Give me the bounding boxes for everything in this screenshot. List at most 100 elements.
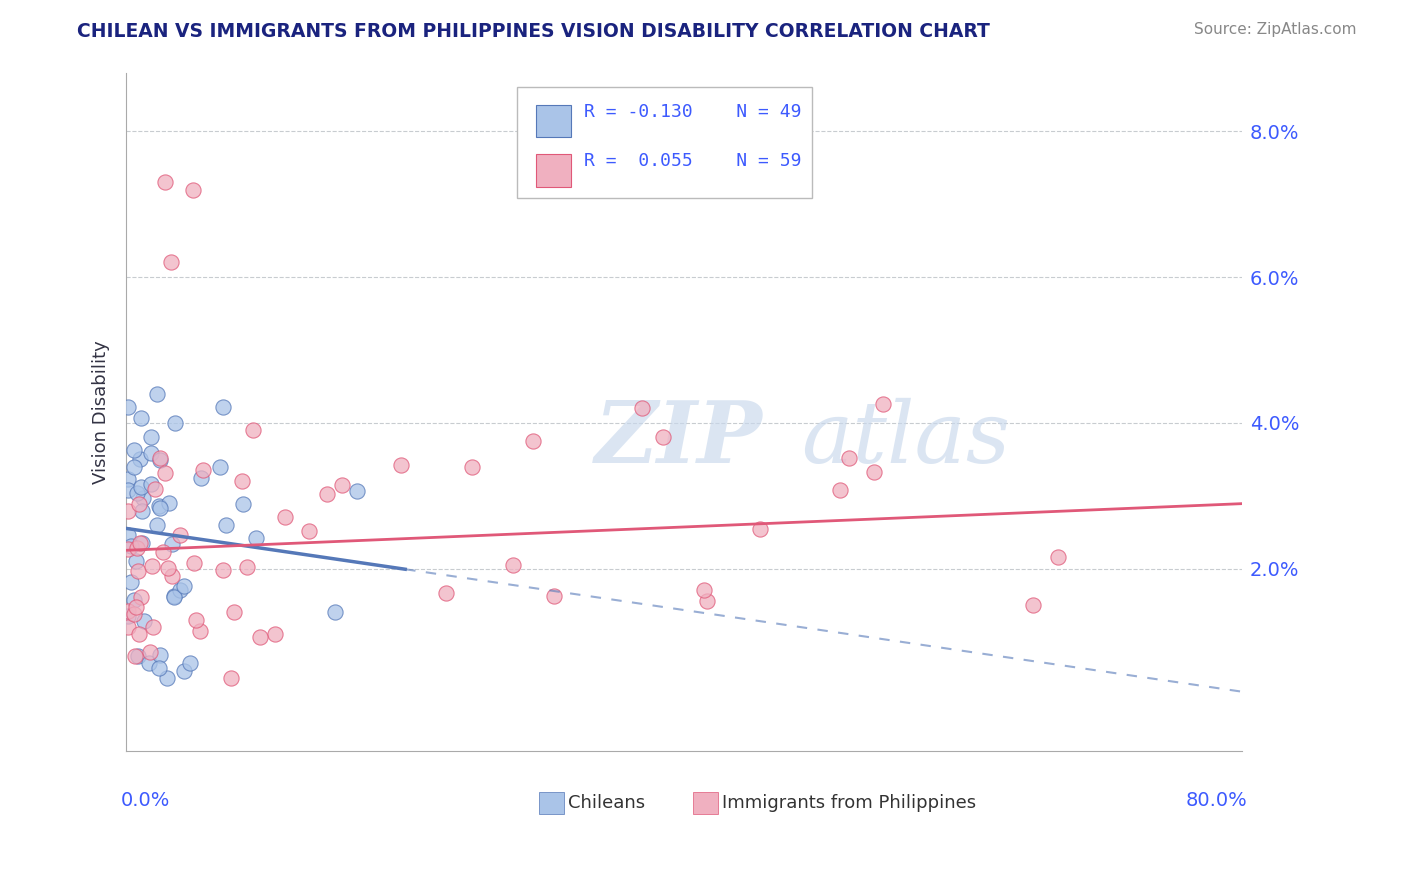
Point <box>1021 598 1043 612</box>
Point <box>160 568 183 582</box>
Point <box>117 542 139 557</box>
Point <box>149 453 172 467</box>
Point <box>129 411 152 425</box>
Point <box>461 460 484 475</box>
Point <box>652 430 675 444</box>
Point <box>173 579 195 593</box>
Point <box>543 589 565 603</box>
Point <box>183 556 205 570</box>
Point <box>153 467 176 481</box>
Point <box>184 613 207 627</box>
Point <box>160 255 183 269</box>
Point <box>148 661 170 675</box>
Point <box>127 565 149 579</box>
Point <box>828 483 851 497</box>
Point <box>863 465 886 479</box>
Bar <box>693 792 717 814</box>
Point <box>190 624 212 638</box>
Point <box>141 477 163 491</box>
Text: 80.0%: 80.0% <box>1185 791 1247 810</box>
FancyBboxPatch shape <box>517 87 813 198</box>
Point <box>124 648 146 663</box>
Point <box>346 484 368 499</box>
Point <box>222 606 245 620</box>
Point <box>141 559 163 574</box>
Text: CHILEAN VS IMMIGRANTS FROM PHILIPPINES VISION DISABILITY CORRELATION CHART: CHILEAN VS IMMIGRANTS FROM PHILIPPINES V… <box>77 22 990 41</box>
Text: ZIP: ZIP <box>595 397 762 481</box>
Point <box>274 510 297 524</box>
Point <box>117 605 139 619</box>
FancyBboxPatch shape <box>536 154 571 186</box>
Point <box>231 474 253 488</box>
Point <box>502 558 524 572</box>
Point <box>156 560 179 574</box>
Point <box>122 607 145 621</box>
Point <box>117 472 139 486</box>
Text: Source: ZipAtlas.com: Source: ZipAtlas.com <box>1194 22 1357 37</box>
Point <box>128 536 150 550</box>
Point <box>838 451 860 466</box>
Point <box>232 497 254 511</box>
Point <box>127 648 149 663</box>
Point <box>179 656 201 670</box>
Text: 0.0%: 0.0% <box>121 791 170 810</box>
Point <box>249 630 271 644</box>
Y-axis label: Vision Disability: Vision Disability <box>93 340 110 483</box>
Point <box>117 483 139 498</box>
Point <box>149 450 172 465</box>
Point <box>208 460 231 475</box>
Point <box>193 463 215 477</box>
Point <box>1046 549 1069 564</box>
Point <box>117 620 139 634</box>
Point <box>242 423 264 437</box>
Point <box>181 183 204 197</box>
Text: R = -0.130    N = 49: R = -0.130 N = 49 <box>583 103 801 121</box>
Point <box>173 664 195 678</box>
Text: atlas: atlas <box>801 398 1011 480</box>
Point <box>152 545 174 559</box>
Point <box>330 478 353 492</box>
Point <box>156 671 179 685</box>
Point <box>122 442 145 457</box>
Point <box>235 559 257 574</box>
Point <box>316 487 339 501</box>
Point <box>132 491 155 506</box>
Point <box>145 386 167 401</box>
Point <box>219 671 242 685</box>
Point <box>522 434 544 449</box>
Point <box>117 504 139 518</box>
Point <box>129 480 152 494</box>
Point <box>631 401 654 416</box>
Text: R =  0.055    N = 59: R = 0.055 N = 59 <box>583 153 801 170</box>
Point <box>117 608 139 623</box>
Point <box>124 592 146 607</box>
Point <box>128 497 150 511</box>
Point <box>120 539 142 553</box>
Point <box>148 499 170 513</box>
Point <box>325 605 347 619</box>
FancyBboxPatch shape <box>536 104 571 137</box>
Point <box>124 554 146 568</box>
Point <box>139 645 162 659</box>
Point <box>748 522 770 536</box>
Point <box>145 518 167 533</box>
Point <box>434 586 457 600</box>
Point <box>141 430 163 444</box>
Point <box>149 501 172 516</box>
Point <box>131 590 153 604</box>
Point <box>163 590 186 604</box>
Point <box>138 657 160 671</box>
Point <box>693 583 716 598</box>
Point <box>212 563 235 577</box>
Text: Immigrants from Philippines: Immigrants from Philippines <box>721 794 976 812</box>
Point <box>163 590 186 604</box>
Point <box>143 482 166 496</box>
Point <box>157 496 180 510</box>
Point <box>149 648 172 662</box>
Point <box>125 599 148 614</box>
Point <box>131 536 153 550</box>
Point <box>212 401 235 415</box>
Point <box>125 541 148 555</box>
Point <box>117 400 139 414</box>
Point <box>165 416 187 430</box>
